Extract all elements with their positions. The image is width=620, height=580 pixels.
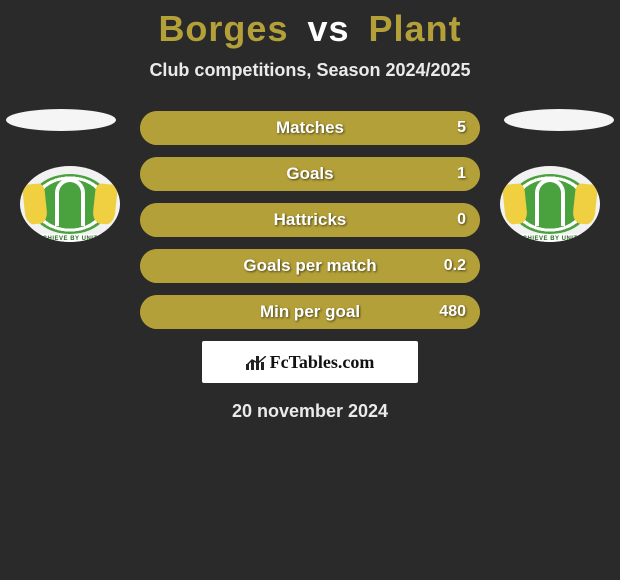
stat-row: Min per goal 480 (140, 295, 480, 329)
title-player2: Plant (369, 8, 462, 49)
stat-value: 0 (457, 211, 466, 229)
stat-row: Goals 1 (140, 157, 480, 191)
stat-label: Hattricks (274, 210, 347, 230)
brand-badge: FcTables.com (202, 341, 418, 383)
comparison-card: Borges vs Plant Club competitions, Seaso… (0, 0, 620, 422)
right-club-crest: ACHIEVE BY UNITY (500, 166, 600, 242)
stat-row: Goals per match 0.2 (140, 249, 480, 283)
footer-date: 20 november 2024 (0, 401, 620, 422)
left-flag-placeholder (6, 109, 116, 131)
crest-banner: ACHIEVE BY UNITY (26, 234, 114, 242)
subtitle: Club competitions, Season 2024/2025 (0, 60, 620, 81)
title-vs: vs (307, 8, 349, 49)
right-flag-placeholder (504, 109, 614, 131)
chart-icon (246, 354, 266, 370)
brand-text: FcTables.com (270, 352, 375, 373)
title-player1: Borges (158, 8, 288, 49)
stat-value: 1 (457, 165, 466, 183)
stat-value: 5 (457, 119, 466, 137)
stat-row: Matches 5 (140, 111, 480, 145)
stat-row: Hattricks 0 (140, 203, 480, 237)
stat-label: Goals (286, 164, 333, 184)
stat-label: Min per goal (260, 302, 360, 322)
stat-label: Matches (276, 118, 344, 138)
stat-value: 480 (439, 303, 466, 321)
stat-label: Goals per match (243, 256, 376, 276)
content-area: ACHIEVE BY UNITY ACHIEVE BY UNITY Matche… (0, 111, 620, 422)
stats-bars: Matches 5 Goals 1 Hattricks 0 Goals per match 0… (140, 111, 480, 329)
left-club-crest: ACHIEVE BY UNITY (20, 166, 120, 242)
page-title: Borges vs Plant (0, 8, 620, 50)
crest-banner: ACHIEVE BY UNITY (506, 234, 594, 242)
stat-value: 0.2 (444, 257, 466, 275)
